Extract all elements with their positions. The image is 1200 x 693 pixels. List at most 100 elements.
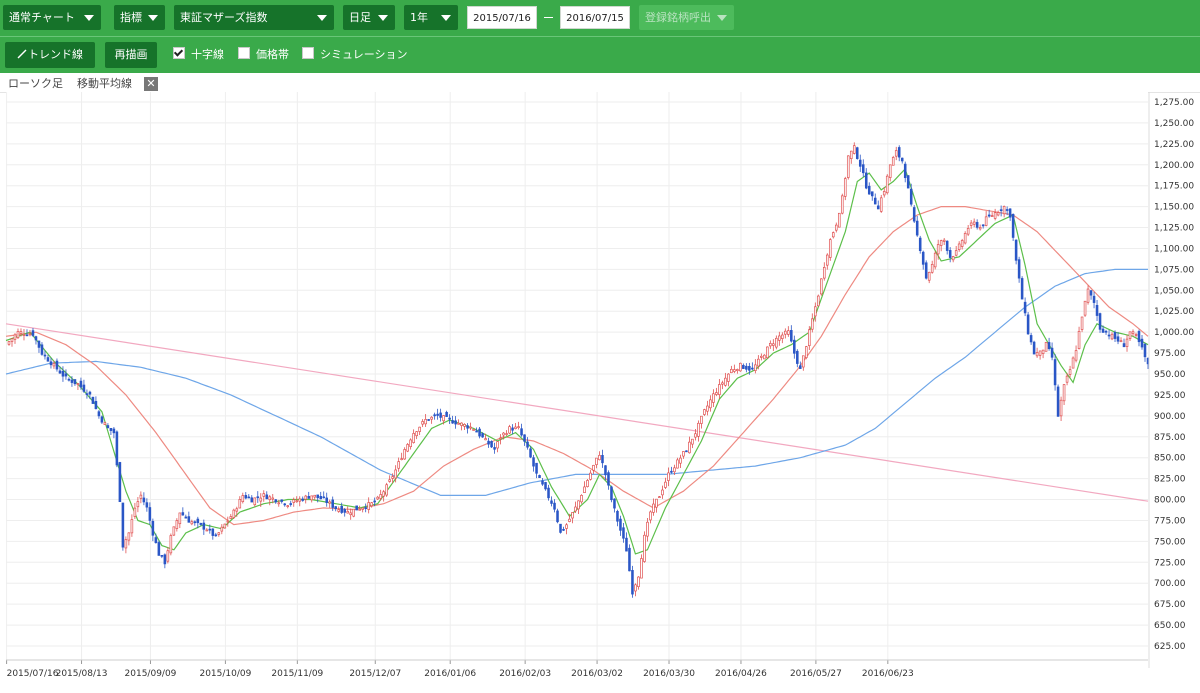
candle-up [1080, 316, 1084, 330]
candle-up [724, 377, 727, 386]
candle-down [799, 365, 802, 369]
candle-down [106, 425, 110, 429]
ma-mid-path [5, 206, 1149, 526]
ma-short-path [5, 167, 1149, 555]
candle-down [445, 411, 448, 417]
candle-down [1029, 335, 1033, 343]
candle-up [730, 368, 733, 374]
candle-down [1032, 341, 1036, 355]
candle-up [229, 516, 233, 519]
candle-up [1119, 340, 1123, 343]
y-tick-label: 975.00 [1154, 349, 1186, 359]
chevron-down-icon [717, 15, 727, 21]
candle-up [592, 464, 595, 471]
candle-up [733, 369, 736, 372]
y-tick-label: 1,050.00 [1154, 286, 1194, 296]
candle-down [466, 425, 469, 429]
y-tick-label: 800.00 [1154, 496, 1186, 506]
register-label: 登録銘柄呼出 [645, 11, 711, 24]
candle-down [109, 427, 113, 431]
candle-up [984, 216, 988, 226]
candle-up [133, 507, 137, 517]
legend-moving-average: 移動平均線 [77, 77, 132, 90]
index-dropdown[interactable]: 東証マザーズ指数 [174, 5, 334, 30]
trend-line-button[interactable]: トレンド線 [5, 42, 95, 68]
candle-up [808, 329, 811, 346]
candle-up [784, 330, 787, 335]
candle-down [625, 537, 628, 552]
crosshair-checkbox[interactable]: 十字線 [173, 47, 224, 63]
date-to-input[interactable]: 2016/07/15 [560, 6, 630, 29]
candle-up [16, 331, 20, 339]
x-tick-label: 2015/10/09 [199, 669, 251, 679]
candle-up [586, 480, 589, 487]
candle-up [673, 467, 676, 473]
candle-up [472, 429, 475, 431]
candle-up [888, 164, 892, 178]
candle-down [25, 334, 29, 337]
redraw-button[interactable]: 再描画 [105, 42, 157, 68]
candle-up [963, 233, 967, 244]
candle-up [376, 496, 379, 500]
price-chart[interactable]: 1,275.00 1,250.00 1,225.00 1,200.00 1,175.00… [0, 72, 1200, 693]
price-band-checkbox[interactable]: 価格帯 [238, 47, 289, 63]
candle-down [454, 420, 457, 425]
candle-up [328, 501, 331, 504]
candle-up [565, 524, 568, 529]
date-from-input[interactable]: 2015/07/16 [467, 6, 537, 29]
x-tick-label: 2015/09/09 [125, 669, 177, 679]
trend-line-label: トレンド線 [28, 48, 83, 61]
chart-type-dropdown[interactable]: 通常チャート [3, 5, 101, 30]
candle-up [703, 409, 706, 415]
candle-up [352, 508, 355, 517]
candle-up [957, 243, 961, 250]
candle-up [13, 334, 17, 340]
period-dropdown[interactable]: 日足 [343, 5, 395, 30]
y-tick-label: 1,000.00 [1154, 328, 1194, 338]
candle-up [763, 354, 766, 360]
candle-up [409, 439, 412, 448]
candle-up [259, 497, 263, 502]
candle-up [235, 508, 239, 512]
candle-down [861, 164, 865, 174]
candle-up [262, 493, 266, 497]
candle-down [1113, 332, 1117, 339]
candle-up [358, 508, 361, 511]
candle-up [175, 520, 179, 529]
indicator-dropdown[interactable]: 指標 [114, 5, 165, 30]
x-tick-label: 2016/03/30 [643, 669, 695, 679]
candle-down [867, 185, 871, 195]
candle-up [220, 526, 224, 532]
span-dropdown[interactable]: 1年 [404, 5, 458, 30]
register-dropdown[interactable]: 登録銘柄呼出 [639, 5, 734, 30]
close-icon[interactable]: ✕ [144, 77, 158, 91]
candle-down [70, 379, 74, 383]
candle-down [604, 465, 607, 476]
candle-down [181, 512, 185, 516]
candle-up [766, 346, 769, 359]
candle-down [325, 497, 328, 503]
x-tick-label: 2016/03/02 [571, 669, 623, 679]
candle-down [61, 370, 65, 377]
candle-up [781, 334, 784, 339]
candle-down [547, 487, 550, 499]
candle-up [367, 502, 370, 510]
candle-up [469, 426, 472, 429]
candle-up [927, 271, 931, 281]
candle-up [834, 224, 838, 231]
candle-up [1071, 357, 1075, 369]
candle-up [700, 415, 703, 424]
candle-up [400, 458, 403, 461]
main-toolbar: 通常チャート 指標 東証マザーズ指数 日足 1年 2015/07/16 2016… [0, 0, 1200, 36]
candle-up [598, 454, 601, 461]
candle-up [313, 494, 317, 498]
candle-up [736, 369, 739, 371]
y-tick-label: 1,175.00 [1154, 182, 1194, 192]
candle-up [271, 497, 275, 500]
simulation-checkbox[interactable]: シミュレーション [302, 47, 408, 63]
candle-up [640, 558, 643, 579]
y-tick-label: 1,275.00 [1154, 98, 1194, 108]
candle-up [388, 479, 391, 482]
x-tick-label: 2016/05/27 [790, 669, 842, 679]
